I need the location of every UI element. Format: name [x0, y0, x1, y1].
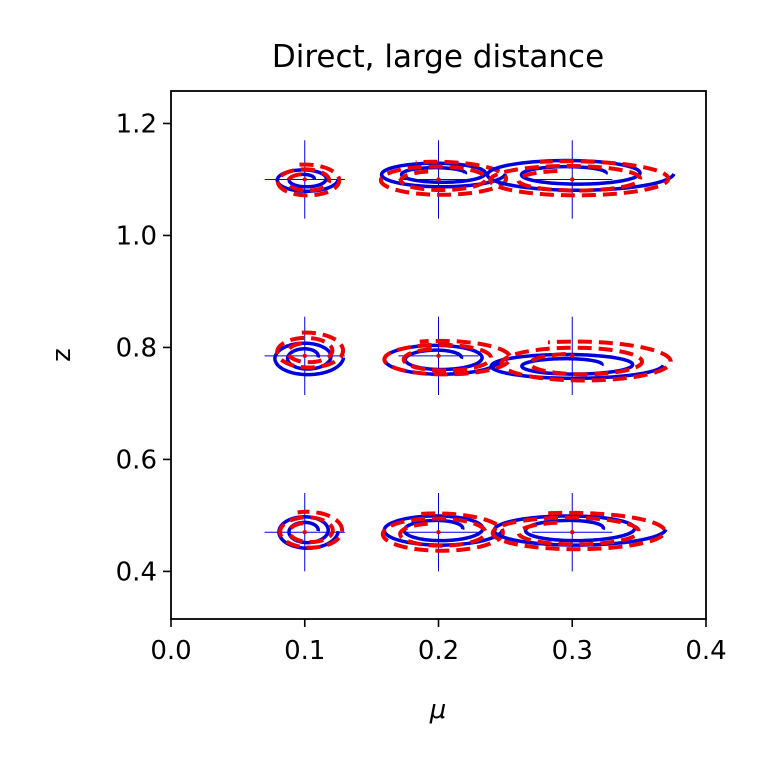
x-axis-label: μ — [429, 695, 447, 725]
center-point-8 — [570, 530, 575, 535]
center-point-6 — [302, 530, 307, 535]
dashed-spiral-5 — [499, 339, 673, 383]
y-tick-label-3: 1.0 — [116, 221, 157, 251]
x-tick-label-0: 0.0 — [150, 636, 191, 666]
center-point-7 — [436, 530, 441, 535]
center-point-3 — [302, 353, 307, 359]
dashed-spiral-0 — [275, 162, 342, 198]
y-tick-label-2: 0.8 — [116, 333, 157, 363]
x-tick-label-4: 0.4 — [685, 636, 726, 666]
x-tick-label-3: 0.3 — [552, 636, 593, 666]
dashed-spiral-6 — [278, 509, 345, 550]
center-point-1 — [436, 177, 441, 182]
x-tick-label-1: 0.1 — [284, 636, 325, 666]
y-tick-label-4: 1.2 — [116, 109, 157, 139]
solid-spiral-5 — [489, 352, 665, 381]
y-tick-label-0: 0.4 — [116, 557, 157, 587]
dashed-spiral-2 — [488, 159, 671, 198]
center-point-5 — [570, 353, 575, 359]
marks-group — [264, 140, 676, 572]
center-point-0 — [302, 177, 307, 182]
center-point-2 — [570, 177, 575, 182]
y-axis-label: z — [47, 348, 77, 362]
x-tick-label-2: 0.2 — [418, 636, 459, 666]
dashed-spiral-8 — [490, 510, 667, 552]
dashed-spiral-4 — [382, 338, 513, 377]
chart-title: Direct, large distance — [272, 39, 604, 75]
solid-spiral-1 — [379, 161, 508, 189]
center-point-4 — [436, 353, 441, 359]
plot-area: 0.0 0.1 0.2 0.3 0.4 0.4 0.6 0.8 1.0 1.2 — [116, 90, 727, 666]
y-tick-label-1: 0.6 — [116, 445, 157, 475]
dashed-spiral-3 — [275, 330, 346, 370]
